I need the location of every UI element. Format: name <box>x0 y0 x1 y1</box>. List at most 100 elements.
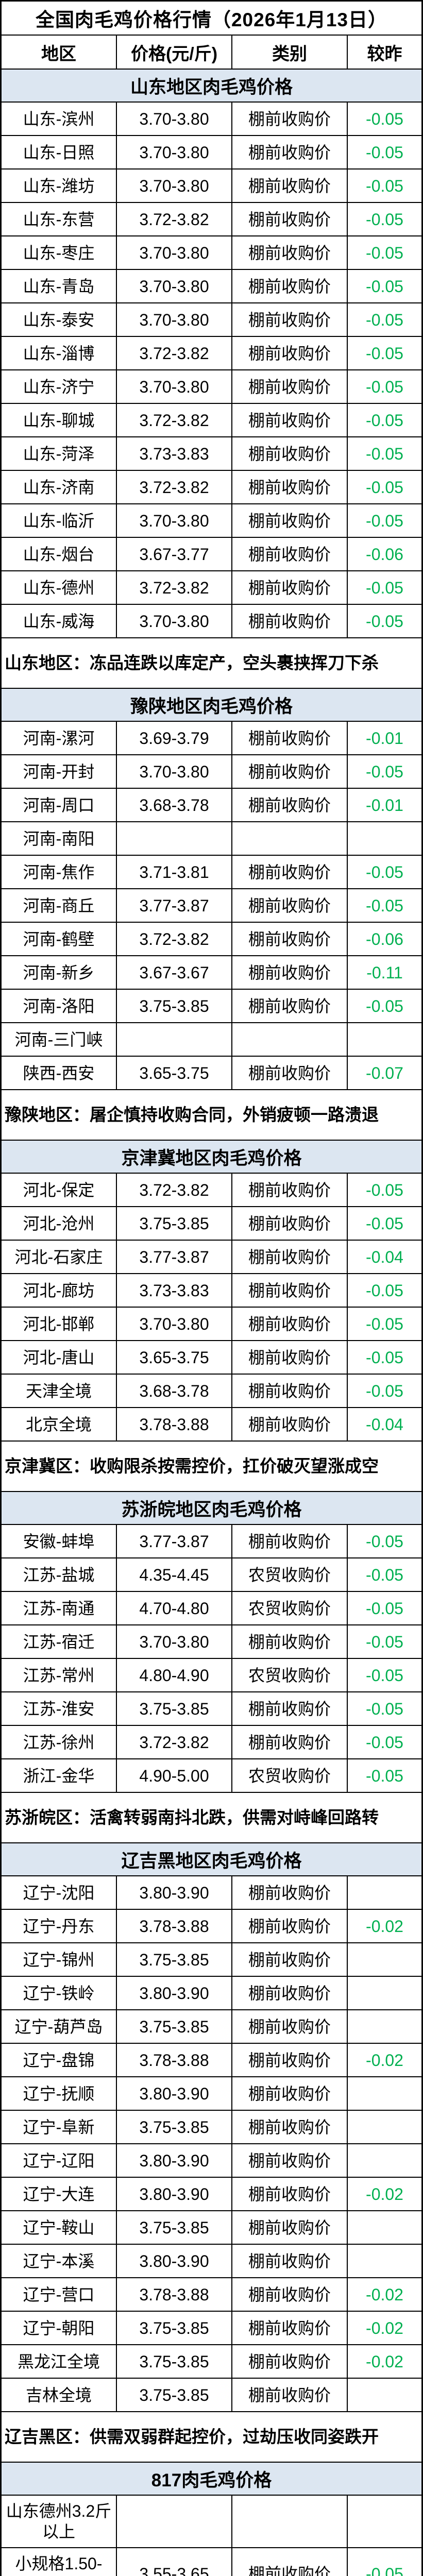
table-row: 山东-枣庄 3.70-3.80 棚前收购价 -0.05 <box>2 236 421 270</box>
price-cell: 3.72-3.82 <box>117 404 232 437</box>
column-header-category: 类别 <box>232 36 348 70</box>
change-cell: -0.05 <box>348 203 421 236</box>
price-cell: 3.75-3.85 <box>117 2211 232 2245</box>
table-row: 辽宁-阜新 3.75-3.85 棚前收购价 <box>2 2111 421 2144</box>
change-cell: -0.05 <box>348 856 421 889</box>
price-cell: 3.70-3.80 <box>117 103 232 136</box>
table-row: 山东-临沂 3.70-3.80 棚前收购价 -0.05 <box>2 504 421 538</box>
price-cell: 3.75-3.85 <box>117 1692 232 1726</box>
price-cell: 3.77-3.87 <box>117 1241 232 1274</box>
change-cell: -0.02 <box>348 2312 421 2345</box>
column-header-row: 地区 价格(元/斤) 类别 较昨 <box>2 36 421 70</box>
change-cell: -0.06 <box>348 538 421 571</box>
region-cell: 山东-临沂 <box>2 504 117 538</box>
category-cell: 棚前收购价 <box>232 538 348 571</box>
table-row: 辽宁-鞍山 3.75-3.85 棚前收购价 <box>2 2211 421 2245</box>
change-cell: -0.02 <box>348 2278 421 2312</box>
change-cell: -0.05 <box>348 1592 421 1625</box>
price-cell <box>117 2496 232 2548</box>
region-cell: 山东-德州 <box>2 571 117 605</box>
category-cell: 棚前收购价 <box>232 1057 348 1090</box>
category-cell: 棚前收购价 <box>232 956 348 990</box>
table-row: 辽宁-葫芦岛 3.75-3.85 棚前收购价 <box>2 2010 421 2044</box>
column-header-region: 地区 <box>2 36 117 70</box>
category-cell: 棚前收购价 <box>232 755 348 789</box>
change-cell: -0.05 <box>348 571 421 605</box>
category-cell: 棚前收购价 <box>232 1274 348 1308</box>
category-cell <box>232 822 348 856</box>
category-cell: 棚前收购价 <box>232 1977 348 2010</box>
category-cell: 棚前收购价 <box>232 1341 348 1375</box>
change-cell: -0.06 <box>348 923 421 956</box>
table-row: 江苏-常州 4.80-4.90 农贸收购价 -0.05 <box>2 1659 421 1692</box>
region-cell: 山东德州3.2斤以上 <box>2 2496 117 2548</box>
table-row: 辽宁-沈阳 3.80-3.90 棚前收购价 <box>2 1876 421 1910</box>
region-cell: 河北-唐山 <box>2 1341 117 1375</box>
table-row: 河南-商丘 3.77-3.87 棚前收购价 -0.05 <box>2 889 421 923</box>
region-cell: 江苏-盐城 <box>2 1558 117 1592</box>
price-cell: 4.90-5.00 <box>117 1759 232 1793</box>
region-cell: 山东-淄博 <box>2 337 117 370</box>
change-cell: -0.05 <box>348 1207 421 1241</box>
region-cell: 山东-东营 <box>2 203 117 236</box>
category-cell: 棚前收购价 <box>232 170 348 203</box>
table-row: 江苏-盐城 4.35-4.45 农贸收购价 -0.05 <box>2 1558 421 1592</box>
table-row: 安徽-蚌埠 3.77-3.87 棚前收购价 -0.05 <box>2 1525 421 1558</box>
table-row: 江苏-徐州 3.72-3.82 棚前收购价 -0.05 <box>2 1726 421 1759</box>
category-cell: 棚前收购价 <box>232 2178 348 2211</box>
price-cell: 3.70-3.80 <box>117 1308 232 1341</box>
region-cell: 辽宁-阜新 <box>2 2111 117 2144</box>
sections-container: 山东地区肉毛鸡价格 山东-滨州 3.70-3.80 棚前收购价 -0.05 山东-日照 3.… <box>2 70 421 2576</box>
table-row: 江苏-淮安 3.75-3.85 棚前收购价 -0.05 <box>2 1692 421 1726</box>
price-cell: 3.71-3.81 <box>117 856 232 889</box>
category-cell: 棚前收购价 <box>232 337 348 370</box>
region-cell: 辽宁-葫芦岛 <box>2 2010 117 2044</box>
change-cell: -0.05 <box>348 136 421 170</box>
category-cell: 棚前收购价 <box>232 2278 348 2312</box>
change-cell: -0.05 <box>348 1726 421 1759</box>
table-row: 河北-廊坊 3.73-3.83 棚前收购价 -0.05 <box>2 1274 421 1308</box>
region-cell: 江苏-南通 <box>2 1592 117 1625</box>
region-cell: 河北-沧州 <box>2 1207 117 1241</box>
table-row: 河南-鹤壁 3.72-3.82 棚前收购价 -0.06 <box>2 923 421 956</box>
table-row: 河南-南阳 <box>2 822 421 856</box>
table-row: 辽宁-大连 3.80-3.90 棚前收购价 -0.02 <box>2 2178 421 2211</box>
region-cell: 山东-济宁 <box>2 370 117 404</box>
region-cell: 山东-聊城 <box>2 404 117 437</box>
table-row: 辽宁-本溪 3.80-3.90 棚前收购价 <box>2 2245 421 2278</box>
region-cell: 山东-枣庄 <box>2 236 117 270</box>
region-cell: 辽宁-营口 <box>2 2278 117 2312</box>
category-cell: 农贸收购价 <box>232 1558 348 1592</box>
change-cell: -0.05 <box>348 236 421 270</box>
table-row: 山东-德州 3.72-3.82 棚前收购价 -0.05 <box>2 571 421 605</box>
table-row: 辽宁-丹东 3.78-3.88 棚前收购价 -0.02 <box>2 1910 421 1943</box>
price-cell: 3.75-3.85 <box>117 2379 232 2412</box>
price-cell: 4.80-4.90 <box>117 1659 232 1692</box>
section-note: 苏浙皖区：活禽转弱南抖北跌，供需对峙峰回路转 <box>2 1793 421 1843</box>
change-cell: -0.05 <box>348 1274 421 1308</box>
section-row: 豫陕地区肉毛鸡价格 <box>2 689 421 722</box>
price-cell: 3.75-3.85 <box>117 2345 232 2379</box>
price-cell: 3.68-3.78 <box>117 789 232 822</box>
price-cell: 3.80-3.90 <box>117 2144 232 2178</box>
price-cell: 3.72-3.82 <box>117 337 232 370</box>
price-cell: 3.65-3.75 <box>117 1057 232 1090</box>
change-cell <box>348 2010 421 2044</box>
table-row: 山东-潍坊 3.70-3.80 棚前收购价 -0.05 <box>2 170 421 203</box>
region-cell: 江苏-宿迁 <box>2 1625 117 1659</box>
region-cell: 河南-新乡 <box>2 956 117 990</box>
region-cell: 河北-廊坊 <box>2 1274 117 1308</box>
section-header: 豫陕地区肉毛鸡价格 <box>2 689 421 722</box>
change-cell <box>348 2111 421 2144</box>
change-cell: -0.04 <box>348 1408 421 1442</box>
category-cell: 农贸收购价 <box>232 1592 348 1625</box>
change-cell: -0.02 <box>348 1910 421 1943</box>
page-title: 全国肉毛鸡价格行情（2026年1月13日） <box>2 2 421 36</box>
category-cell: 棚前收购价 <box>232 471 348 504</box>
region-cell: 辽宁-抚顺 <box>2 2077 117 2111</box>
region-cell: 山东-烟台 <box>2 538 117 571</box>
table-row: 山东-菏泽 3.73-3.83 棚前收购价 -0.05 <box>2 437 421 471</box>
table-row: 河北-石家庄 3.77-3.87 棚前收购价 -0.04 <box>2 1241 421 1274</box>
category-cell: 棚前收购价 <box>232 236 348 270</box>
category-cell: 棚前收购价 <box>232 2312 348 2345</box>
